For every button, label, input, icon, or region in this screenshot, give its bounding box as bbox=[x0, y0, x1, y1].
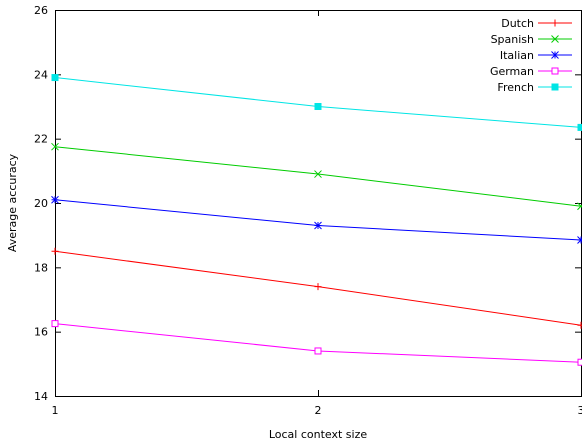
legend-item-italian: Italian bbox=[500, 49, 572, 62]
y-tick-label: 14 bbox=[34, 390, 48, 403]
point-spanish-marker bbox=[51, 142, 59, 151]
legend-item-french: French bbox=[497, 81, 572, 94]
point-french-marker bbox=[51, 74, 59, 82]
series-line-german bbox=[54, 323, 582, 363]
point-dutch-marker bbox=[51, 247, 59, 255]
legend-label: French bbox=[497, 81, 534, 94]
x-tick-label: 2 bbox=[315, 404, 322, 417]
point-french-marker bbox=[314, 103, 322, 110]
series-german bbox=[51, 320, 582, 366]
legend: Dutch Spanish Italian German French bbox=[490, 17, 572, 94]
legend-dutch-marker bbox=[551, 19, 559, 27]
legend-italian-marker bbox=[551, 51, 559, 59]
legend-german-marker bbox=[551, 67, 559, 75]
legend-spanish-marker bbox=[551, 35, 559, 43]
point-dutch-marker bbox=[314, 283, 322, 291]
legend-label: Spanish bbox=[491, 33, 534, 46]
legend-french-marker bbox=[551, 83, 559, 91]
axis-ticks: 14 16 18 20 22 24 26 1 2 3 bbox=[34, 4, 582, 417]
series-group bbox=[51, 74, 582, 366]
series-dutch bbox=[51, 247, 582, 329]
point-german-marker bbox=[577, 358, 582, 366]
series-spanish bbox=[51, 142, 582, 211]
y-tick-label: 22 bbox=[34, 133, 48, 146]
point-italian-marker bbox=[577, 236, 582, 244]
series-italian bbox=[51, 195, 582, 244]
y-tick-label: 16 bbox=[34, 326, 48, 339]
y-tick-label: 26 bbox=[34, 4, 48, 17]
point-spanish-marker bbox=[577, 202, 582, 211]
point-italian-marker bbox=[51, 195, 59, 204]
series-french bbox=[51, 74, 582, 131]
series-line-italian bbox=[54, 199, 582, 241]
point-german-marker bbox=[314, 347, 322, 355]
legend-label: Dutch bbox=[501, 17, 534, 30]
legend-label: German bbox=[490, 65, 534, 78]
y-axis-title: Average accuracy bbox=[6, 153, 19, 252]
point-spanish-marker bbox=[314, 170, 322, 178]
y-tick-label: 20 bbox=[34, 197, 48, 210]
y-tick-label: 18 bbox=[34, 261, 48, 274]
legend-item-dutch: Dutch bbox=[501, 17, 572, 30]
legend-item-spanish: Spanish bbox=[491, 33, 572, 46]
point-italian-marker bbox=[314, 221, 322, 230]
y-tick-label: 24 bbox=[34, 68, 48, 81]
series-line-spanish bbox=[54, 146, 582, 207]
point-french-marker bbox=[577, 123, 582, 131]
x-axis-title: Local context size bbox=[269, 428, 368, 441]
legend-item-german: German bbox=[490, 65, 572, 78]
point-dutch-marker bbox=[577, 321, 582, 329]
point-german-marker bbox=[51, 320, 59, 328]
x-tick-label: 1 bbox=[52, 404, 59, 417]
x-tick-label: 3 bbox=[578, 404, 582, 417]
legend-label: Italian bbox=[500, 49, 534, 62]
